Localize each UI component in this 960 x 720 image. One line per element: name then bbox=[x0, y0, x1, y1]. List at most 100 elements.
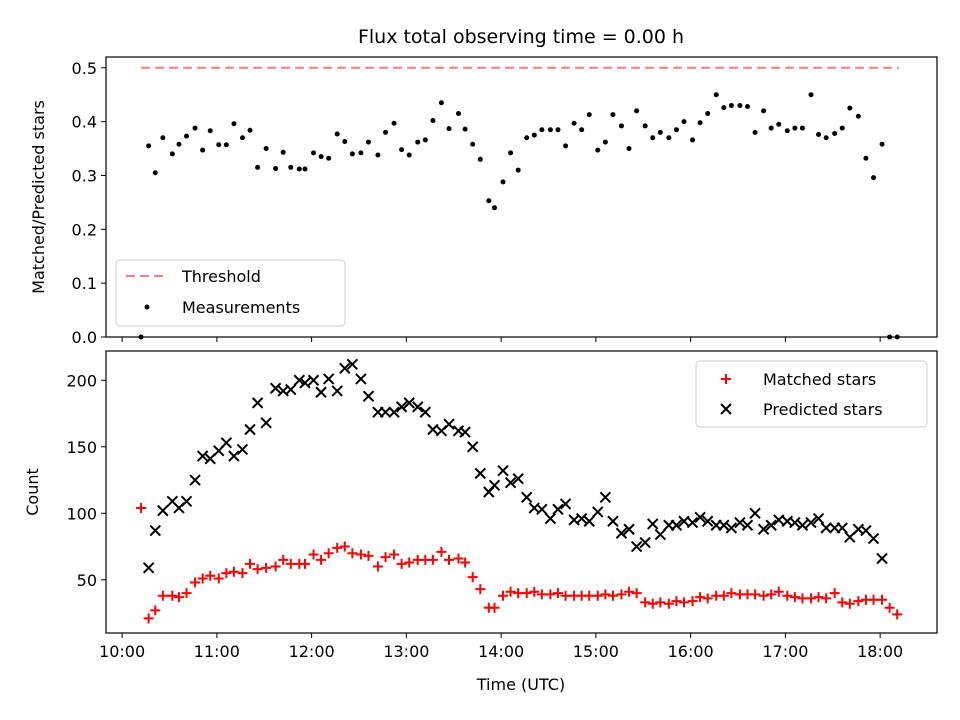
top-y-tick-label: 0.3 bbox=[72, 166, 97, 185]
legend-matched-swatch bbox=[721, 374, 731, 384]
measurement-point: 17:21 : 0.376 bbox=[816, 132, 822, 138]
matched-star-point bbox=[868, 594, 879, 605]
measurement-point: 10:41 : 0.373 bbox=[184, 133, 190, 139]
predicted-star-point bbox=[339, 362, 351, 374]
bottom-x-tick-label: 11:00 bbox=[194, 642, 240, 661]
matched-star-point bbox=[157, 590, 168, 601]
matched-star-point bbox=[631, 588, 642, 599]
bottom-y-tick-label: 200 bbox=[66, 371, 97, 390]
top-y-axis-label: Matched/Predicted stars bbox=[29, 100, 48, 294]
measurement-point: 11:37 : 0.313 bbox=[273, 165, 279, 171]
predicted-star-point bbox=[575, 512, 588, 525]
measurement-point: 14:01 : 0.288 bbox=[500, 179, 506, 185]
predicted-star-point bbox=[299, 377, 311, 389]
predicted-star-point bbox=[196, 450, 209, 462]
measurement-point: 10:17 : 0.355 bbox=[146, 143, 152, 149]
matched-star-point bbox=[837, 597, 848, 608]
predicted-star-point bbox=[322, 373, 335, 385]
predicted-star-point bbox=[647, 518, 659, 530]
measurement-point: 13:27 : 0.387 bbox=[446, 126, 452, 132]
matched-star-point bbox=[821, 593, 832, 604]
measurement-point: 18:11 : 0 bbox=[894, 334, 900, 340]
matched-star-point bbox=[285, 558, 296, 569]
bottom-x-tick-label: 17:00 bbox=[762, 642, 808, 661]
matched-star-point bbox=[453, 553, 464, 564]
matched-star-point bbox=[237, 568, 248, 579]
matched-star-point bbox=[702, 593, 713, 604]
matched-star-point bbox=[228, 566, 239, 577]
measurement-point: 13:02 : 0.338 bbox=[406, 152, 412, 158]
matched-star-point bbox=[143, 613, 154, 624]
top-y-tick-label: 0.0 bbox=[72, 328, 97, 347]
measurement-point: 15:36 : 0.37 bbox=[650, 135, 656, 141]
measurement-point: 10:21 : 0.305 bbox=[152, 170, 158, 176]
predicted-star-point bbox=[293, 374, 306, 386]
matched-star-point bbox=[758, 590, 769, 601]
measurement-point: 11:06 : 0.357 bbox=[223, 142, 229, 148]
measurement-point: 12:31 : 0.342 bbox=[358, 150, 364, 156]
measurement-point: 11:56 : 0.312 bbox=[302, 166, 308, 172]
predicted-star-point bbox=[796, 519, 809, 531]
predicted-star-point bbox=[630, 540, 643, 553]
bottom-axes-frame bbox=[105, 350, 938, 634]
measurement-point: 13:42 : 0.358 bbox=[470, 141, 476, 147]
top-y-tick-label: 0.1 bbox=[72, 274, 97, 293]
matched-star-point bbox=[782, 590, 793, 601]
matched-star-point bbox=[545, 589, 556, 600]
bottom-x-tick-label: 15:00 bbox=[573, 642, 619, 661]
measurement-point: 13:12 : 0.366 bbox=[422, 137, 428, 143]
top-y-tick-label: 0.2 bbox=[72, 220, 97, 239]
bottom-legend-box bbox=[695, 360, 928, 428]
matched-star-point bbox=[718, 590, 729, 601]
predicted-star-point bbox=[592, 506, 604, 518]
predicted-star-point bbox=[285, 383, 297, 396]
measurement-point: 16:36 : 0.428 bbox=[744, 104, 750, 110]
predicted-star-point bbox=[244, 423, 256, 436]
measurement-point: 14:11 : 0.31 bbox=[515, 167, 521, 173]
legend-predicted-label: Predicted stars bbox=[763, 400, 883, 419]
matched-star-point bbox=[592, 590, 603, 601]
measurement-point: 10:32 : 0.34 bbox=[169, 151, 175, 157]
legend-threshold-label: Threshold bbox=[181, 267, 261, 286]
matched-star-point bbox=[380, 552, 391, 563]
matched-star-point bbox=[805, 593, 816, 604]
predicted-star-point bbox=[459, 426, 471, 438]
predicted-star-point bbox=[559, 498, 572, 510]
measurement-point: 12:52 : 0.397 bbox=[391, 120, 397, 126]
predicted-star-point bbox=[639, 536, 651, 549]
predicted-star-point bbox=[725, 522, 738, 534]
measurement-point: 17:16 : 0.45 bbox=[808, 92, 814, 98]
matched-star-point bbox=[190, 577, 201, 588]
matched-star-point bbox=[270, 561, 281, 572]
legend-predicted-swatch bbox=[720, 403, 732, 415]
measurement-point: 12:36 : 0.362 bbox=[365, 139, 371, 145]
top-axes-frame bbox=[105, 56, 938, 338]
measurement-point: 17:36 : 0.388 bbox=[839, 125, 845, 131]
matched-star-point bbox=[167, 590, 178, 601]
measurement-point: 11:31 : 0.35 bbox=[263, 146, 269, 152]
measurement-point: 12:11 : 0.332 bbox=[326, 155, 332, 161]
predicted-star-point bbox=[867, 532, 880, 545]
top-legend-box bbox=[115, 259, 346, 327]
matched-star-point bbox=[695, 592, 706, 603]
measurement-point: 10:56 : 0.383 bbox=[207, 128, 213, 134]
measurement-point: 15:21 : 0.35 bbox=[626, 146, 632, 152]
matched-star-point bbox=[197, 573, 208, 584]
predicted-star-point bbox=[820, 522, 832, 534]
predicted-star-point bbox=[718, 519, 730, 531]
predicted-star-point bbox=[362, 390, 375, 402]
measurement-point: 12:16 : 0.377 bbox=[334, 131, 340, 137]
measurement-point: 12:21 : 0.363 bbox=[342, 139, 348, 145]
predicted-star-point bbox=[504, 476, 517, 489]
measurement-point: 14:56 : 0.413 bbox=[586, 112, 592, 118]
measurement-point: 18:01 : 0.358 bbox=[879, 141, 885, 147]
predicted-star-point bbox=[157, 504, 169, 517]
matched-star-point bbox=[679, 597, 690, 608]
predicted-star-point bbox=[789, 516, 801, 529]
measurement-point: 17:46 : 0.41 bbox=[855, 113, 861, 119]
matched-star-point bbox=[460, 557, 471, 568]
bottom-x-axis-label: Time (UTC) bbox=[476, 675, 565, 694]
bottom-x-tick-label: 18:00 bbox=[857, 642, 903, 661]
measurement-point: 10:46 : 0.388 bbox=[192, 125, 198, 131]
